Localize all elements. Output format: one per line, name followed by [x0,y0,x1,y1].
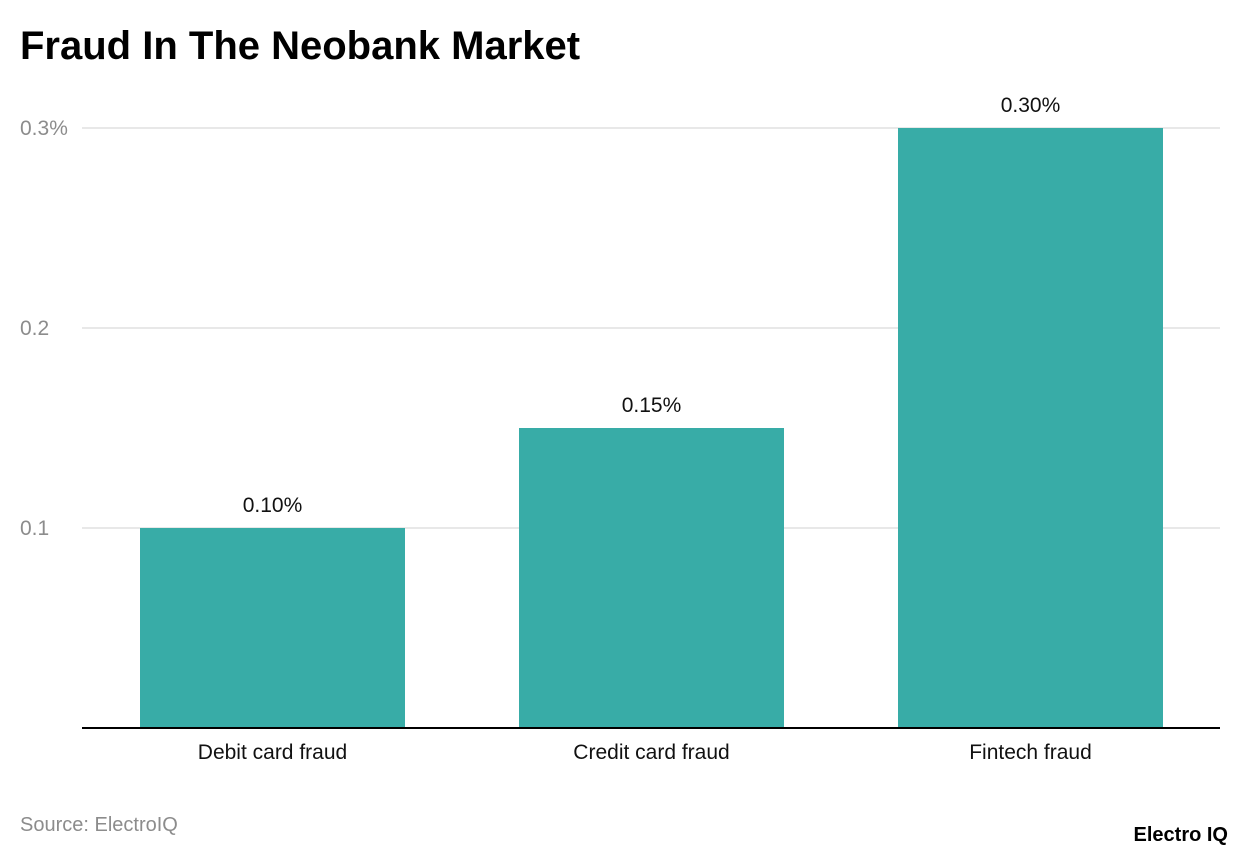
x-tick-label: Fintech fraud [969,741,1092,764]
bar-debit-card-fraud [140,528,405,728]
y-tick-label: 0.2 [20,317,49,340]
y-tick-label: 0.3% [20,117,68,140]
chart-title: Fraud In The Neobank Market [20,24,581,68]
bar-chart: 0.1 0.2 0.3% 0.10% 0.15% 0.30% Debit card fr… [20,94,1220,764]
y-axis-tick-labels: 0.1 0.2 0.3% [20,117,68,540]
data-label: 0.30% [1001,94,1061,117]
brand-logo: Electro IQ [1133,824,1228,846]
source-note: Source: ElectroIQ [20,814,178,836]
data-labels: 0.10% 0.15% 0.30% [243,94,1061,517]
bar-fintech-fraud [898,128,1163,728]
data-label: 0.15% [622,394,682,417]
x-tick-label: Credit card fraud [573,741,729,764]
x-tick-label: Debit card fraud [198,741,347,764]
y-tick-label: 0.1 [20,517,49,540]
bars [140,128,1163,728]
bar-credit-card-fraud [519,428,784,728]
data-label: 0.10% [243,494,303,517]
x-axis-tick-labels: Debit card fraud Credit card fraud Fintech… [198,741,1092,764]
